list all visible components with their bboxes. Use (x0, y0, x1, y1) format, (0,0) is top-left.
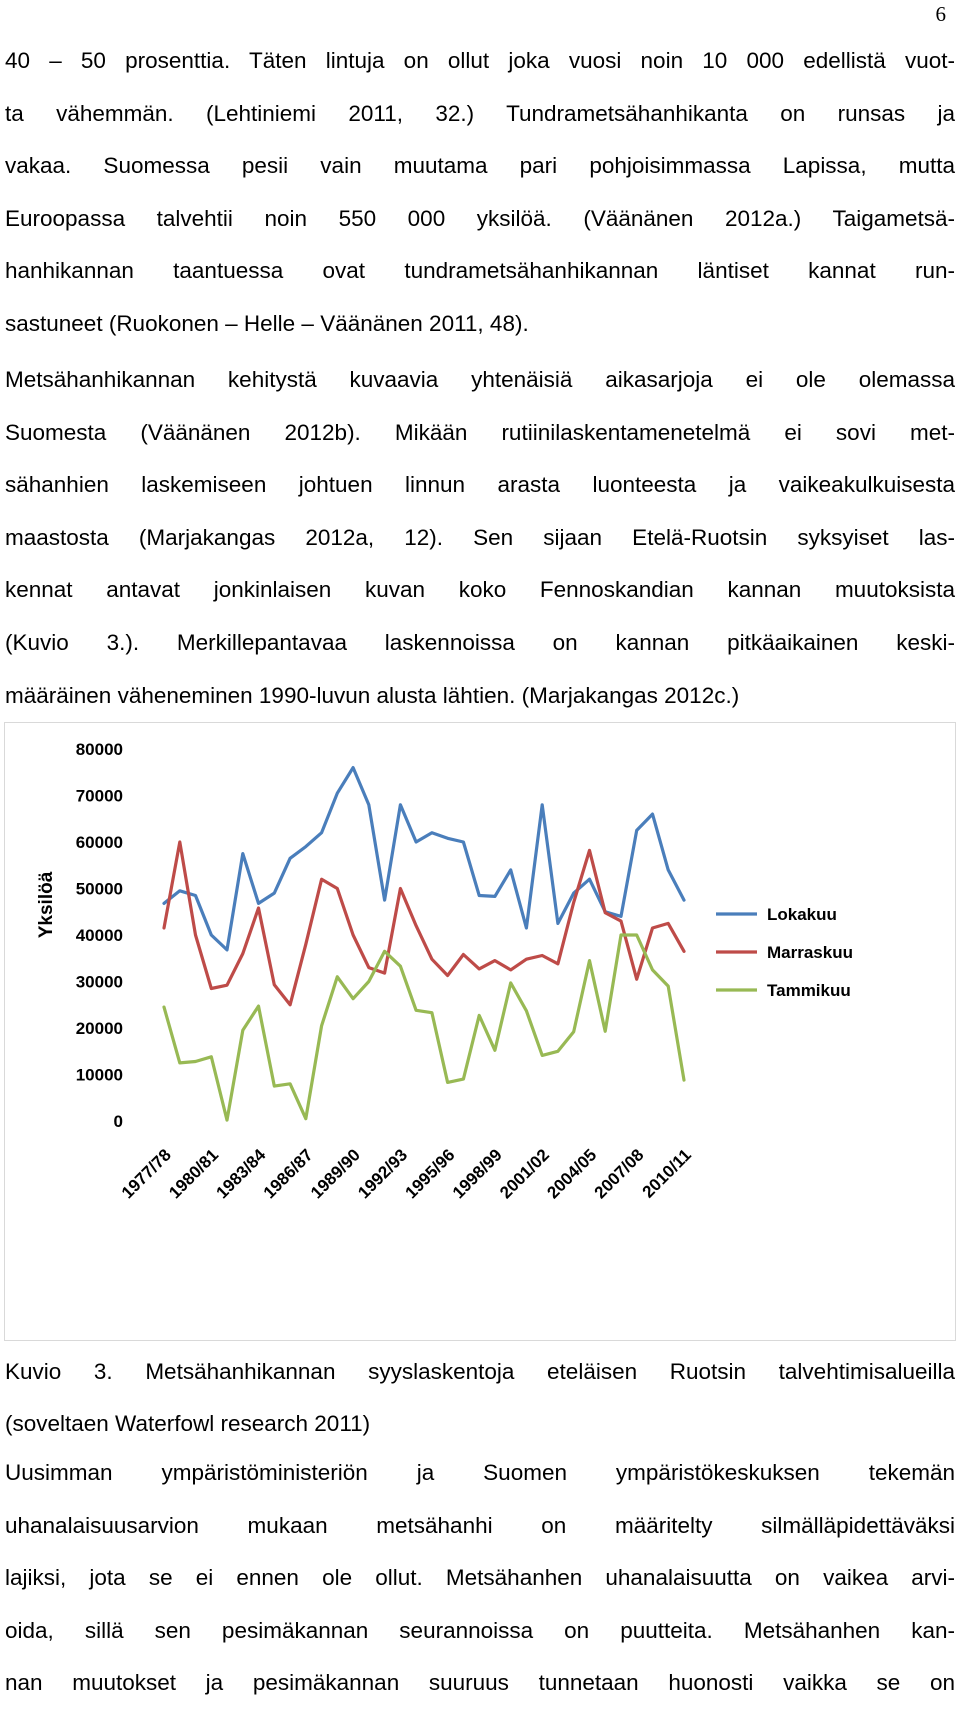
y-tick-label: 40000 (76, 926, 123, 945)
x-tick-label: 1977/78 (118, 1145, 175, 1202)
series-line-tammikuu (162, 933, 686, 1122)
paragraph-line: Suomesta (Väänänen 2012b). Mikään rutiin… (5, 419, 955, 445)
x-tick-label: 1986/87 (260, 1145, 317, 1202)
goose-count-chart: 0 10000 20000 30000 40000 50000 60000 70000 8000… (4, 722, 956, 1341)
x-tick-label: 1995/96 (402, 1145, 459, 1202)
legend-label-tammikuu: Tammikuu (767, 981, 851, 1000)
x-tick-label: 1998/99 (449, 1145, 506, 1202)
y-tick-label: 30000 (76, 973, 123, 992)
paragraph-line: sähanhien laskemiseen johtuen linnun ara… (5, 472, 955, 498)
paragraph-line: Metsähanhikannan kehitystä kuvaavia yhte… (5, 367, 955, 392)
paragraph-3: Uusimman ympäristöministeriön ja Suomen … (5, 1447, 955, 1710)
x-tick-label: 1980/81 (165, 1145, 222, 1202)
paragraph-line: sastuneet (Ruokonen – Helle – Väänänen 2… (5, 310, 529, 336)
legend-label-marraskuu: Marraskuu (767, 943, 853, 962)
paragraph-line: oida, sillä sen pesimäkannan seurannoiss… (5, 1617, 955, 1643)
y-tick-label: 10000 (76, 1066, 123, 1085)
y-tick-label: 80000 (76, 740, 123, 759)
paragraph-line: hanhikannan taantuessa ovat tundrametsäh… (5, 258, 955, 284)
x-tick-label: 2001/02 (496, 1145, 553, 1202)
caption-line: Kuvio 3. Metsähanhikannan syyslaskentoja… (5, 1359, 955, 1384)
paragraph-line: nan muutokset ja pesimäkannan suuruus tu… (5, 1670, 955, 1696)
paragraph-line: Euroopassa talvehtii noin 550 000 yksilö… (5, 205, 955, 231)
x-tick-label: 2004/05 (543, 1145, 600, 1202)
x-tick-label: 1992/93 (354, 1145, 411, 1202)
paragraph-line: ta vähemmän. (Lehtiniemi 2011, 32.) Tund… (5, 100, 955, 126)
y-tick-label: 20000 (76, 1019, 123, 1038)
series-line-lokakuu (162, 765, 686, 952)
x-tick-label: 2007/08 (591, 1145, 648, 1202)
figure-caption: Kuvio 3. Metsähanhikannan syyslaskentoja… (5, 1346, 955, 1450)
paragraph-1: 40 – 50 prosenttia. Täten lintuja on oll… (5, 35, 955, 351)
paragraph-2: Metsähanhikannan kehitystä kuvaavia yhte… (5, 354, 955, 722)
caption-line: (soveltaen Waterfowl research 2011) (5, 1411, 371, 1436)
y-tick-label: 0 (114, 1112, 123, 1131)
legend-label-lokakuu: Lokakuu (767, 905, 837, 924)
paragraph-line: maastosta (Marjakangas 2012a, 12). Sen s… (5, 524, 955, 550)
paragraph-line: (Kuvio 3.). Merkillepantavaa laskennoiss… (5, 629, 955, 655)
y-tick-label: 50000 (76, 880, 123, 899)
paragraph-line: 40 – 50 prosenttia. Täten lintuja on oll… (5, 48, 955, 73)
paragraph-line: uhanalaisuusarvion mukaan metsähanhi on … (5, 1512, 955, 1538)
y-tick-label: 70000 (76, 787, 123, 806)
chart-svg: 0 10000 20000 30000 40000 50000 60000 70000 8000… (36, 740, 853, 1202)
y-tick-label: 60000 (76, 833, 123, 852)
paragraph-line: kennat antavat jonkinlaisen kuvan koko F… (5, 577, 955, 603)
paragraph-line: määräinen väheneminen 1990-luvun alusta … (5, 682, 740, 708)
series-line-marraskuu (162, 840, 686, 1007)
y-axis-title: Yksilöä (36, 871, 57, 938)
x-tick-label: 2010/11 (639, 1145, 695, 1201)
paragraph-line: lajiksi, jota se ei ennen ole ollut. Met… (5, 1565, 955, 1591)
paragraph-line: Uusimman ympäristöministeriön ja Suomen … (5, 1460, 955, 1485)
x-tick-label: 1983/84 (212, 1145, 269, 1202)
paragraph-line: vakaa. Suomessa pesii vain muutama pari … (5, 153, 955, 179)
x-tick-label: 1989/90 (307, 1145, 364, 1202)
page-number: 6 (935, 2, 947, 26)
